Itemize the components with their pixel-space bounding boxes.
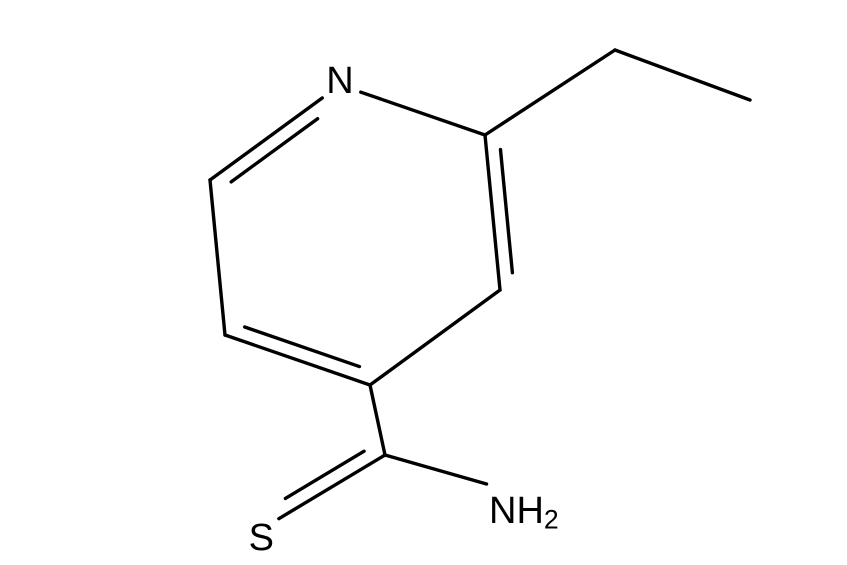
bonds <box>210 50 750 519</box>
bond-line <box>225 335 370 385</box>
molecule-diagram: N S NH2 <box>0 0 847 565</box>
bond-line <box>485 50 615 135</box>
bond-line <box>210 98 322 180</box>
bond-line <box>279 455 385 519</box>
bond-line <box>370 290 500 385</box>
bond-line <box>361 92 485 135</box>
bond-line <box>615 50 750 100</box>
bond-line <box>231 119 317 182</box>
atom-label-nh2: NH2 <box>489 490 559 534</box>
bond-line <box>370 385 385 455</box>
bond-line <box>210 180 225 335</box>
bond-line <box>385 455 487 484</box>
bond-line <box>485 135 500 290</box>
bond-line <box>500 150 512 273</box>
atom-label-s: S <box>249 517 274 559</box>
atom-label-n1: N <box>326 60 353 102</box>
